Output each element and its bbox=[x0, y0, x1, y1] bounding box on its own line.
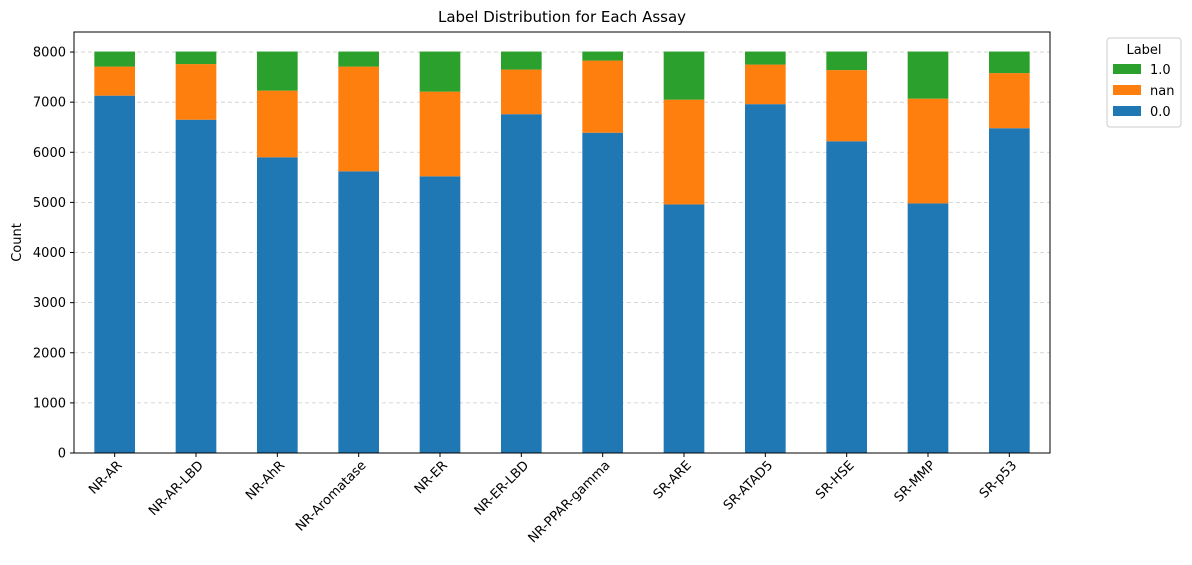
bar-segment-nan-nr-er bbox=[419, 91, 461, 177]
bar-segment-1-0-nr-ppar-gamma bbox=[582, 51, 623, 61]
x-tick-label: NR-AhR bbox=[243, 458, 288, 503]
y-axis-ticks: 0 1000 2000 3000 4000 5000 6000 7000 8000 bbox=[33, 46, 74, 462]
chart-title: Label Distribution for Each Assay bbox=[438, 8, 686, 26]
bar-segment-nan-sr-mmp bbox=[907, 98, 949, 204]
legend-swatch bbox=[1113, 85, 1141, 95]
x-tick-label: NR-ER bbox=[412, 458, 451, 497]
x-tick-label: SR-ARE bbox=[651, 458, 695, 502]
bar-segment-1-0-sr-p53 bbox=[989, 51, 1030, 74]
bar-segment-1-0-nr-ar-lbd bbox=[175, 51, 217, 65]
legend-entry-label: 0.0 bbox=[1150, 105, 1171, 120]
bar-segment-0-0-sr-mmp bbox=[907, 203, 949, 453]
bar-segment-nan-nr-ahr bbox=[257, 90, 298, 158]
bar-segment-nan-nr-aromatase bbox=[338, 66, 379, 172]
x-tick-label: SR-HSE bbox=[813, 458, 857, 502]
legend-entry-label: nan bbox=[1150, 84, 1174, 99]
y-axis-label: Count bbox=[10, 223, 25, 262]
bar-segment-0-0-sr-atad5 bbox=[745, 104, 786, 454]
x-axis-ticks: NR-AR NR-AR-LBD NR-AhR NR-Aromatase NR-ER NR-… bbox=[86, 453, 1020, 546]
bar-segment-1-0-sr-atad5 bbox=[745, 51, 786, 65]
y-tick-label: 5000 bbox=[33, 196, 66, 211]
bar-segment-nan-sr-are bbox=[663, 99, 705, 205]
x-tick-label: NR-ER-LBD bbox=[472, 458, 532, 518]
x-tick-label: SR-MMP bbox=[892, 458, 939, 505]
bar-segment-0-0-nr-ar-lbd bbox=[175, 119, 217, 453]
x-tick-label: NR-PPAR-gamma bbox=[526, 458, 614, 546]
bar-segment-0-0-sr-are bbox=[663, 204, 705, 453]
y-tick-label: 0 bbox=[58, 447, 66, 462]
bar-segment-0-0-nr-aromatase bbox=[338, 171, 379, 454]
bar-segment-1-0-nr-ahr bbox=[257, 51, 298, 91]
x-tick-label: SR-p53 bbox=[977, 458, 1020, 501]
bar-segment-1-0-nr-aromatase bbox=[338, 51, 379, 67]
y-tick-label: 1000 bbox=[33, 396, 66, 411]
y-tick-label: 8000 bbox=[33, 46, 66, 61]
bar-segment-0-0-sr-p53 bbox=[989, 128, 1030, 453]
y-tick-label: 2000 bbox=[33, 346, 66, 361]
bar-segment-0-0-nr-er bbox=[419, 176, 461, 454]
y-tick-label: 6000 bbox=[33, 146, 66, 161]
legend-box bbox=[1106, 37, 1182, 128]
bars bbox=[94, 51, 1030, 454]
bar-segment-1-0-sr-hse bbox=[826, 51, 867, 71]
grid-lines bbox=[74, 51, 1050, 454]
bar-segment-1-0-sr-mmp bbox=[907, 51, 949, 99]
legend-title: Label bbox=[1126, 43, 1161, 58]
bar-segment-nan-nr-ar bbox=[94, 66, 135, 96]
x-tick-label: NR-AR-LBD bbox=[146, 458, 207, 519]
bar-segment-0-0-nr-er-lbd bbox=[501, 114, 542, 453]
bar-segment-0-0-nr-ahr bbox=[257, 157, 298, 454]
y-tick-label: 7000 bbox=[33, 96, 66, 111]
bar-segment-1-0-nr-er bbox=[419, 51, 461, 92]
bar-segment-0-0-nr-ar bbox=[94, 95, 135, 454]
bar-segment-1-0-nr-ar bbox=[94, 51, 135, 67]
bar-segment-nan-sr-p53 bbox=[989, 73, 1030, 129]
x-tick-label: SR-ATAD5 bbox=[721, 458, 776, 513]
bar-segment-nan-nr-er-lbd bbox=[501, 69, 542, 115]
bar-segment-nan-sr-atad5 bbox=[745, 64, 786, 105]
bar-segment-1-0-sr-are bbox=[663, 51, 705, 100]
legend-entry-label: 1.0 bbox=[1150, 63, 1171, 78]
x-tick-label: NR-AR bbox=[86, 458, 125, 497]
bar-segment-0-0-nr-ppar-gamma bbox=[582, 132, 623, 453]
bar-segment-nan-nr-ar-lbd bbox=[175, 64, 217, 120]
y-tick-label: 4000 bbox=[33, 246, 66, 261]
y-tick-label: 3000 bbox=[33, 296, 66, 311]
legend: Label 1.0 nan 0.0 bbox=[1106, 37, 1182, 128]
bar-segment-nan-sr-hse bbox=[826, 70, 867, 142]
x-tick-label: NR-Aromatase bbox=[293, 458, 369, 534]
bar-segment-1-0-nr-er-lbd bbox=[501, 51, 542, 70]
plot-frame bbox=[73, 31, 1051, 454]
bar-segment-nan-nr-ppar-gamma bbox=[582, 60, 623, 133]
bar-segment-0-0-sr-hse bbox=[826, 141, 867, 453]
legend-swatch bbox=[1113, 64, 1141, 74]
legend-swatch bbox=[1113, 106, 1141, 116]
